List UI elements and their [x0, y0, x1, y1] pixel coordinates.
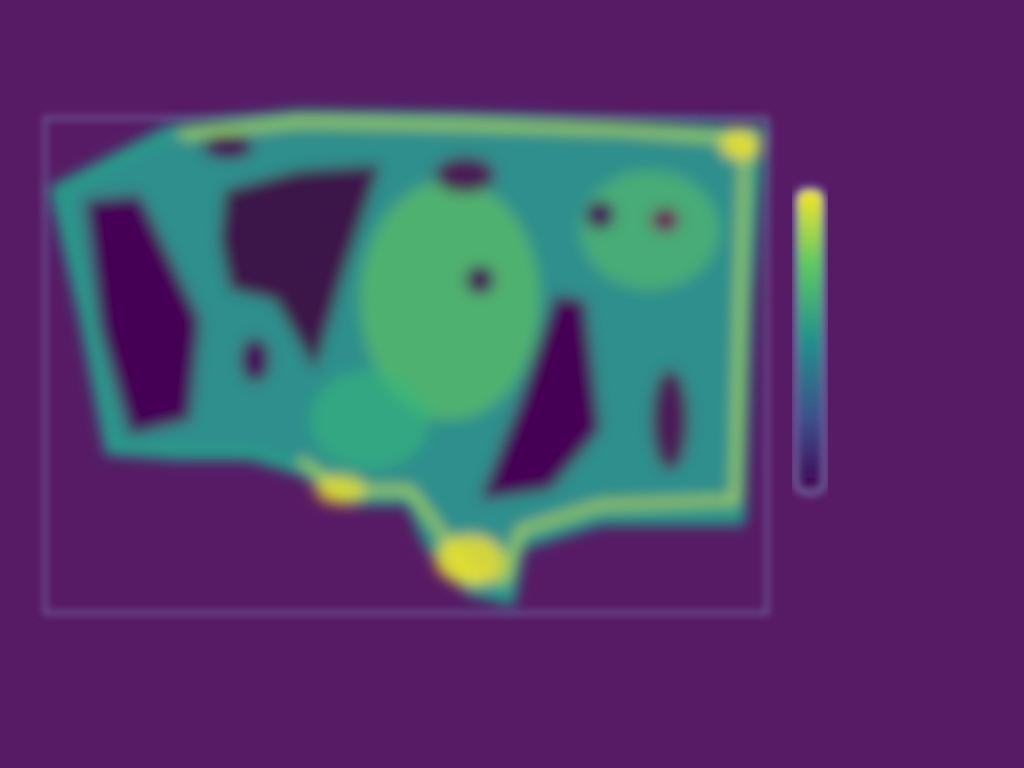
heatmap-region-bright-rim — [179, 118, 749, 584]
heatmap-surface — [49, 109, 766, 607]
y-axis — [33, 230, 45, 494]
heatmap-void-right — [480, 295, 600, 500]
heatmap-void — [651, 208, 679, 232]
heatmap-void-central — [220, 165, 380, 370]
heatmap-warm-patch — [580, 170, 720, 290]
heatmap-void — [203, 135, 253, 159]
heatmap-warm-patch — [360, 180, 540, 420]
heatmap-void-left — [85, 195, 200, 435]
heatmap-hot-spot — [435, 535, 505, 585]
heatmap-void — [466, 266, 494, 294]
x-axis — [43, 613, 702, 625]
colorbar-gradient — [792, 185, 828, 496]
heatmap-void — [586, 201, 614, 229]
heatmap-hot-spot — [315, 475, 365, 505]
heatmap-void — [435, 157, 495, 193]
heatmap-hot-spot — [720, 130, 760, 160]
heatmap-warm-patch — [310, 370, 430, 470]
colorbar — [792, 185, 828, 496]
heatmap-void — [652, 370, 688, 470]
heatmap-void — [241, 338, 269, 382]
colorbar-axis — [825, 213, 837, 452]
